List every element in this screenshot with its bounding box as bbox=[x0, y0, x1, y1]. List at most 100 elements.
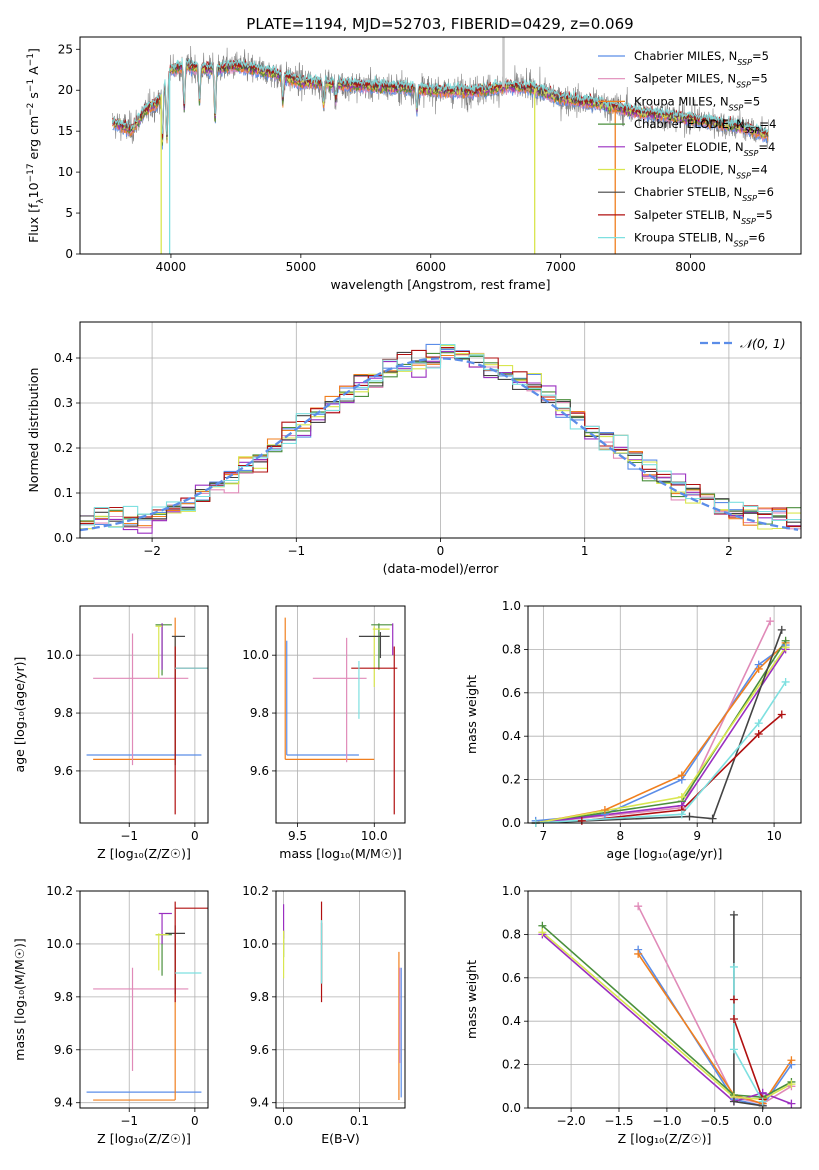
x-axis-label: E(B-V) bbox=[321, 1131, 360, 1146]
y-tick-label: 0 bbox=[65, 247, 73, 261]
y-tick-label: 9.6 bbox=[54, 764, 73, 778]
y-tick-label: 9.8 bbox=[250, 990, 269, 1004]
y-tick-label: 0.4 bbox=[502, 1014, 521, 1028]
legend-label: 𝒩(0, 1) bbox=[740, 336, 786, 351]
x-tick-label: 0 bbox=[437, 544, 445, 558]
y-axis-label: mass weight bbox=[464, 675, 479, 754]
y-axis-label-part: ] bbox=[26, 48, 41, 53]
plot-area bbox=[86, 617, 208, 815]
legend-label: Kroupa ELODIE, NSSP=4 bbox=[634, 163, 768, 181]
y-axis-label: Normed distribution bbox=[26, 368, 41, 493]
legend-label-text: Kroupa STELIB, N bbox=[634, 231, 734, 245]
weight-marker bbox=[781, 643, 790, 652]
y-tick-label: 0.6 bbox=[502, 971, 521, 985]
axes-frame bbox=[527, 605, 802, 824]
y-axis-label-part: s bbox=[26, 92, 41, 103]
legend-label: Chabrier ELODIE, NSSP=4 bbox=[634, 117, 776, 135]
figure-title: PLATE=1194, MJD=52703, FIBERID=0429, z=0… bbox=[246, 15, 633, 33]
x-tick-label: −2.0 bbox=[557, 1114, 586, 1128]
legend-subscript: SSP bbox=[745, 126, 760, 135]
y-tick-label: 9.6 bbox=[250, 1043, 269, 1057]
legend-label-text: Salpeter ELODIE, N bbox=[634, 140, 744, 154]
panel-age-vs-mass: 9.5 10.0 9.6 9.8 10.0 mass [log₁₀(M/M☉)] bbox=[242, 605, 406, 861]
weight-line bbox=[535, 681, 787, 823]
x-tick-label: 6000 bbox=[415, 260, 446, 274]
y-tick-label: 10.0 bbox=[46, 937, 73, 951]
panel-age-vs-Z: −1 0 9.6 9.8 10.0 Z [log₁₀(Z/Z☉)] age [log₁₀(a… bbox=[12, 605, 209, 861]
legend-label-text: Chabrier ELODIE, N bbox=[634, 117, 745, 131]
y-axis-label-part: −1 bbox=[26, 53, 36, 66]
y-tick-label: 0.0 bbox=[54, 531, 73, 545]
y-axis-label-part: erg cm bbox=[26, 116, 41, 164]
axes-frame bbox=[79, 36, 802, 255]
legend-count: =5 bbox=[751, 72, 768, 86]
weight-line bbox=[733, 967, 764, 1102]
weight-line bbox=[733, 914, 763, 1107]
x-tick-label: −1 bbox=[287, 544, 305, 558]
plot-area bbox=[112, 37, 769, 254]
y-tick-label: 0.8 bbox=[502, 642, 521, 656]
y-axis-label-part: −17 bbox=[26, 163, 36, 182]
weight-marker bbox=[677, 810, 686, 819]
panel-spectrum: 4000 5000 6000 7000 8000 0 5 10 15 20 25 wavelength… bbox=[26, 36, 802, 292]
x-axis-label: Z [log₁₀(Z/Z☉)] bbox=[97, 1131, 191, 1146]
legend-count: =4 bbox=[760, 117, 777, 131]
x-tick-label: −1 bbox=[120, 1114, 138, 1128]
gaussian-curve bbox=[80, 357, 799, 532]
y-tick-label: 0.4 bbox=[54, 351, 73, 365]
axes-frame bbox=[79, 890, 209, 1109]
legend-count: =6 bbox=[757, 185, 774, 199]
legend-label: Kroupa MILES, NSSP=5 bbox=[634, 94, 760, 112]
weight-marker bbox=[787, 1099, 796, 1108]
x-axis-label: wavelength [Angstrom, rest frame] bbox=[330, 277, 550, 292]
legend-subscript: SSP bbox=[734, 239, 749, 248]
x-tick-label: 0.0 bbox=[753, 1114, 772, 1128]
y-axis-label-part: Flux [f bbox=[26, 203, 41, 243]
legend-subscript: SSP bbox=[736, 80, 751, 89]
plot-area bbox=[86, 901, 208, 1101]
legend-label-text: Kroupa ELODIE, N bbox=[634, 163, 736, 177]
axes-frame bbox=[275, 605, 406, 824]
y-tick-label: 10.0 bbox=[46, 648, 73, 662]
y-tick-label: 1.0 bbox=[502, 599, 521, 613]
y-tick-label: 25 bbox=[58, 42, 73, 56]
weight-marker bbox=[729, 1015, 738, 1024]
x-tick-label: −1.5 bbox=[604, 1114, 633, 1128]
weight-marker bbox=[787, 1056, 796, 1065]
x-tick-label: 0 bbox=[191, 1114, 199, 1128]
legend-subscript: SSP bbox=[742, 194, 757, 203]
x-tick-label: −1 bbox=[120, 829, 138, 843]
panel-weight-vs-Z: −2.0 −1.5 −1.0 −0.5 0.0 0.0 0.2 0.4 0.6 0.8 1.0 Z [… bbox=[464, 884, 802, 1146]
y-tick-label: 0.3 bbox=[54, 396, 73, 410]
axes-frame bbox=[79, 321, 802, 539]
weight-line bbox=[637, 953, 793, 1105]
legend-count: =4 bbox=[758, 140, 775, 154]
x-tick-label: 0.1 bbox=[350, 1114, 369, 1128]
panel-weight-vs-age: 7 8 9 10 0.0 0.2 0.4 0.6 0.8 1.0 age [log₁₀(age/yr… bbox=[464, 599, 802, 861]
histogram-step bbox=[80, 344, 801, 528]
x-tick-label: 7000 bbox=[545, 260, 576, 274]
x-tick-label: 0 bbox=[191, 829, 199, 843]
legend-label-text: Salpeter MILES, N bbox=[634, 72, 736, 86]
weight-marker bbox=[729, 995, 738, 1004]
y-tick-label: 0.2 bbox=[502, 1058, 521, 1072]
plot-area bbox=[535, 620, 787, 823]
x-tick-label: 10 bbox=[766, 829, 781, 843]
weight-marker bbox=[677, 771, 686, 780]
legend-label: Salpeter ELODIE, NSSP=4 bbox=[634, 140, 775, 158]
legend-label-text: Salpeter STELIB, N bbox=[634, 208, 741, 222]
x-tick-label: 1 bbox=[581, 544, 589, 558]
x-tick-label: 9.5 bbox=[288, 829, 307, 843]
y-axis-label: age [log₁₀(age/yr)] bbox=[12, 657, 27, 773]
y-tick-label: 0.0 bbox=[502, 1101, 521, 1115]
y-tick-label: 0.0 bbox=[502, 816, 521, 830]
weight-line bbox=[541, 931, 792, 1101]
legend-label-text: Chabrier MILES, N bbox=[634, 49, 737, 63]
x-tick-label: −1.0 bbox=[652, 1114, 681, 1128]
legend-count: =6 bbox=[748, 231, 765, 245]
panel-mass-vs-Z: −1 0 9.4 9.6 9.8 10.0 10.2 Z [log₁₀(Z/Z☉)] mass … bbox=[12, 884, 209, 1146]
legend-label: Salpeter MILES, NSSP=5 bbox=[634, 72, 768, 90]
y-tick-label: 20 bbox=[58, 83, 73, 97]
plot-area bbox=[282, 901, 402, 1101]
